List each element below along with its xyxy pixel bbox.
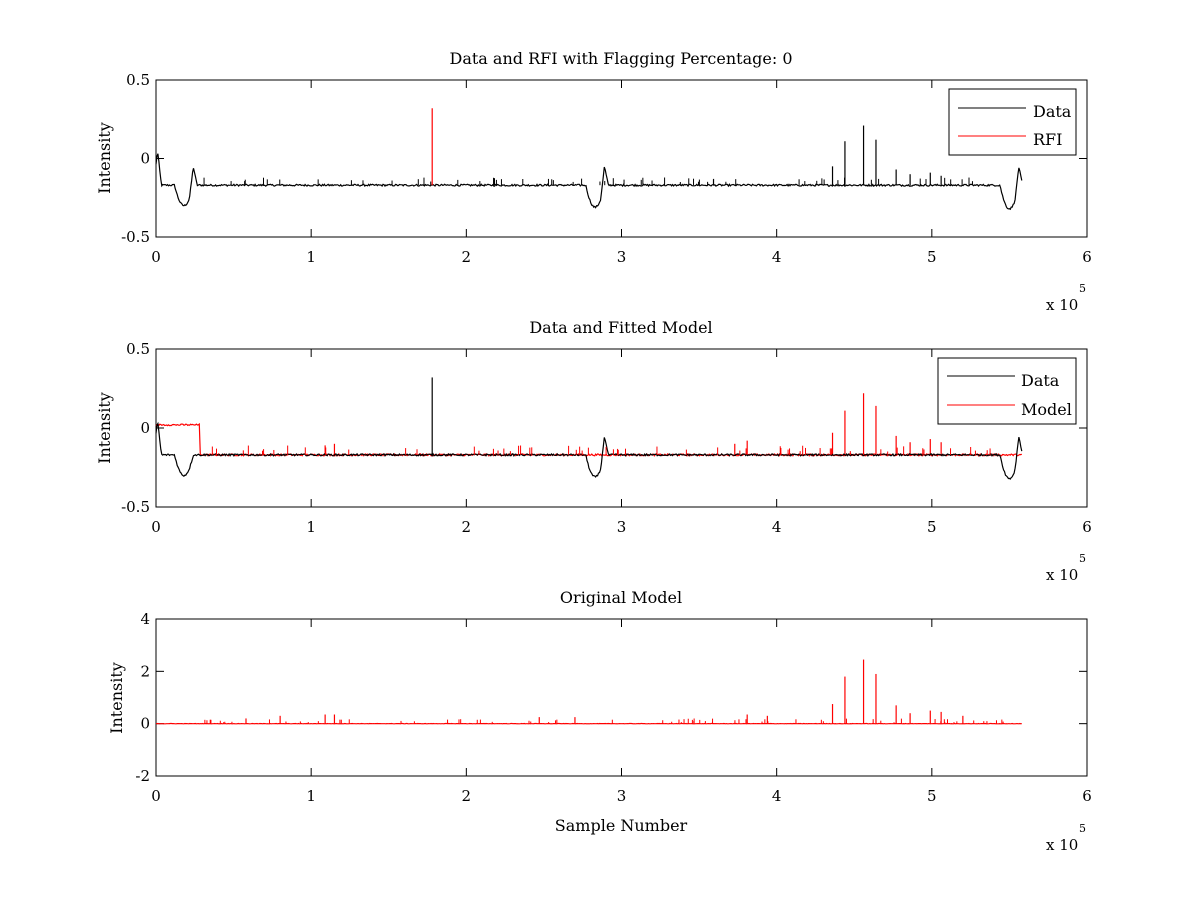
x-exponent-power: 5 <box>1079 822 1086 835</box>
x-tick-label: 2 <box>462 787 472 805</box>
legend-label-data: Data <box>1021 371 1060 390</box>
y-tick-label: 0.5 <box>126 340 150 358</box>
legend-label-rfi: RFI <box>1033 130 1062 149</box>
x-tick-label: 1 <box>306 518 316 536</box>
legend-label-model: Model <box>1021 400 1072 419</box>
subplot-title: Data and Fitted Model <box>529 318 712 337</box>
y-axis-label: Intensity <box>95 122 114 194</box>
y-tick-label: -2 <box>135 767 150 785</box>
y-tick-label: -0.5 <box>121 228 150 246</box>
y-tick-label: 0.5 <box>126 71 150 89</box>
x-exponent-base: x 10 <box>1046 296 1078 314</box>
x-tick-label: 5 <box>927 248 937 266</box>
x-tick-label: 5 <box>927 518 937 536</box>
x-tick-label: 6 <box>1082 787 1092 805</box>
series-layer <box>155 659 1022 725</box>
x-tick-label: 5 <box>927 787 937 805</box>
series-line-data <box>155 153 1023 211</box>
x-tick-label: 6 <box>1082 518 1092 536</box>
x-tick-label: 0 <box>151 787 161 805</box>
x-exponent-base: x 10 <box>1046 836 1078 854</box>
series-layer <box>155 377 1023 480</box>
x-tick-label: 3 <box>617 248 627 266</box>
x-tick-label: 1 <box>306 787 316 805</box>
y-axis-label: Intensity <box>107 662 126 734</box>
x-tick-label: 2 <box>462 518 472 536</box>
y-tick-label: 4 <box>140 610 150 628</box>
x-exponent-power: 5 <box>1079 552 1086 565</box>
subplot-title: Data and RFI with Flagging Percentage: 0 <box>449 49 792 68</box>
x-tick-label: 3 <box>617 787 627 805</box>
x-tick-label: 0 <box>151 518 161 536</box>
axis-ticks: 0 1 2 3 4 5 6-0.500.5 <box>121 71 1092 266</box>
x-tick-label: 4 <box>772 248 782 266</box>
x-tick-label: 0 <box>151 248 161 266</box>
subplot-data-and-rfi: Data and RFI with Flagging Percentage: 0… <box>95 49 1092 314</box>
subplot-title: Original Model <box>560 588 682 607</box>
x-exponent-base: x 10 <box>1046 566 1078 584</box>
legend: Data Model <box>937 357 1077 425</box>
y-tick-label: 0 <box>140 419 150 437</box>
legend-label-data: Data <box>1033 102 1072 121</box>
x-tick-label: 4 <box>772 518 782 536</box>
y-tick-label: 0 <box>140 715 150 733</box>
legend-box <box>948 88 1077 156</box>
x-exponent-power: 5 <box>1079 282 1086 295</box>
y-axis-label: Intensity <box>95 392 114 464</box>
y-tick-label: 0 <box>140 150 150 168</box>
x-axis-label: Sample Number <box>555 816 688 835</box>
x-tick-label: 4 <box>772 787 782 805</box>
x-tick-label: 6 <box>1082 248 1092 266</box>
x-tick-label: 1 <box>306 248 316 266</box>
x-tick-label: 2 <box>462 248 472 266</box>
legend-box <box>937 357 1077 425</box>
series-line-data <box>155 421 1023 480</box>
axis-ticks: 0 1 2 3 4 5 6-0.500.5 <box>121 340 1092 536</box>
x-tick-label: 3 <box>617 518 627 536</box>
series-layer <box>155 108 1023 211</box>
legend: Data RFI <box>948 88 1077 156</box>
y-tick-label: 2 <box>140 662 150 680</box>
subplot-data-and-fitted-model: Data and Fitted Model Intensity 0 1 2 3 4 5 6 -… <box>95 318 1092 584</box>
y-tick-label: -0.5 <box>121 498 150 516</box>
